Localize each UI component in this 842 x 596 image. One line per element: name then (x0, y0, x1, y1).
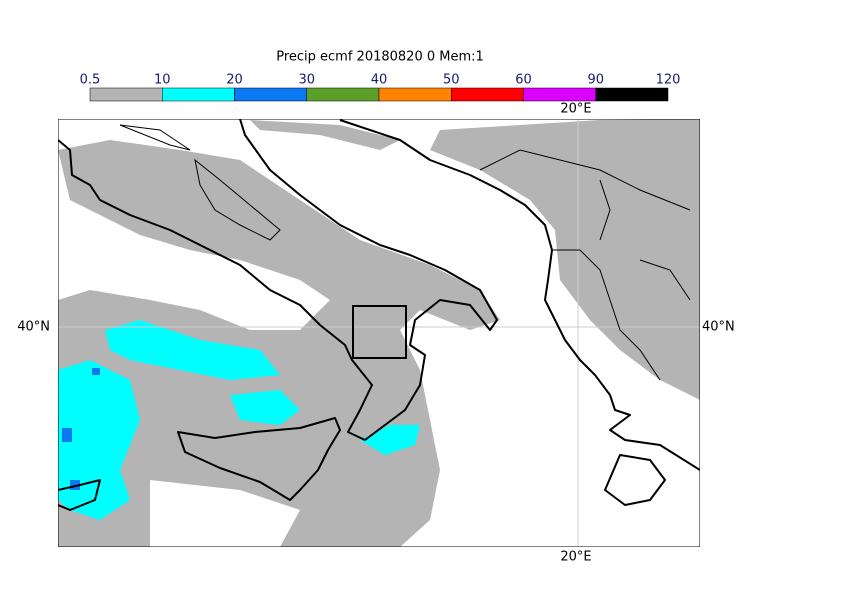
lon-label-bottom: 20°E (560, 550, 591, 565)
colorbar-tick-label: 10 (154, 73, 171, 88)
colorbar-segment (162, 87, 235, 102)
coastline (177, 417, 341, 501)
focus-box (352, 305, 407, 359)
heavy-precip-area (105, 320, 280, 380)
precip-area (430, 119, 700, 400)
colorbar-segment (306, 87, 380, 102)
colorbar-tick-label: 50 (443, 73, 460, 88)
colorbar-tick-label: 90 (587, 73, 604, 88)
colorbar-tick-label: 20 (226, 73, 243, 88)
colorbar-segment (378, 87, 452, 102)
very-heavy-precip (92, 368, 100, 375)
very-heavy-precip (62, 428, 72, 442)
lon-label-top: 20°E (560, 102, 591, 117)
precip-area (80, 150, 410, 275)
coastline (604, 454, 666, 506)
map-area (58, 119, 700, 547)
coastline (58, 479, 101, 511)
colorbar: 0.5 10 20 30 40 50 60 90 120 (80, 73, 681, 102)
colorbar-tick-label: 0.5 (80, 73, 101, 88)
heavy-precip-area (230, 390, 300, 425)
contour (119, 124, 281, 241)
colorbar-tick-label: 30 (298, 73, 315, 88)
colorbar-tick-label: 60 (515, 73, 532, 88)
colorbar-tick-label: 120 (656, 73, 681, 88)
title: Precip ecmf 20180820 0 Mem:1 (276, 50, 484, 65)
border (479, 149, 691, 381)
dry-area (150, 480, 300, 547)
dry-area (58, 225, 280, 300)
very-heavy-precip (70, 480, 80, 490)
lat-label-left: 40°N (17, 320, 50, 335)
lat-label-right: 40°N (702, 320, 735, 335)
colorbar-segment (523, 87, 596, 102)
colorbar-segment (595, 87, 669, 102)
colorbar-segment (234, 87, 307, 102)
colorbar-segment (89, 87, 163, 102)
coastline (58, 119, 498, 441)
colorbar-tick-label: 40 (371, 73, 388, 88)
precip-area (250, 120, 400, 150)
coastline (339, 119, 700, 471)
dry-area (430, 330, 600, 547)
colorbar-segment (451, 87, 524, 102)
